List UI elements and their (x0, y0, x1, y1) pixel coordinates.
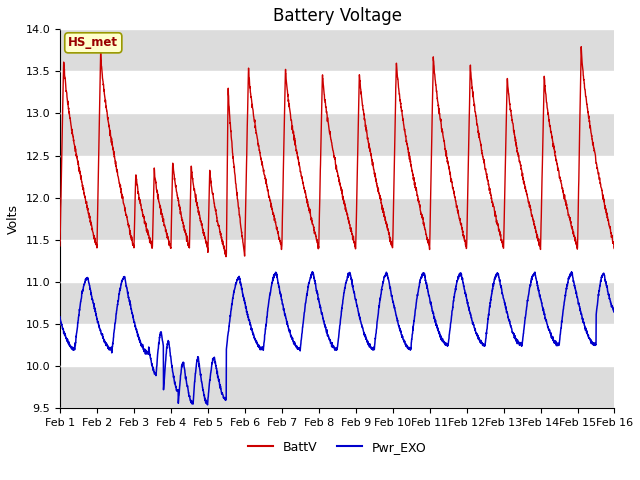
Bar (60, 113, 614, 156)
Bar (60, 29, 614, 72)
Bar (60, 282, 614, 324)
Y-axis label: Volts: Volts (7, 204, 20, 234)
Bar (60, 366, 614, 408)
Text: HS_met: HS_met (68, 36, 118, 49)
Bar (60, 198, 614, 240)
Legend: BattV, Pwr_EXO: BattV, Pwr_EXO (243, 435, 431, 458)
Title: Battery Voltage: Battery Voltage (273, 7, 402, 25)
